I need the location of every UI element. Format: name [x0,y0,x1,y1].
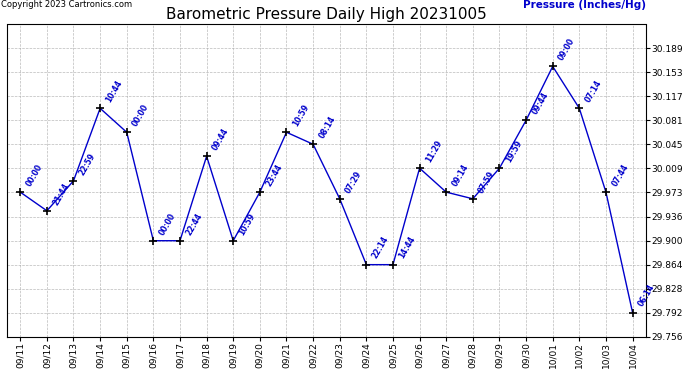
Text: 09:44: 09:44 [530,91,550,116]
Text: 21:44: 21:44 [51,181,71,207]
Text: 07:29: 07:29 [344,169,364,195]
Text: 11:29: 11:29 [424,139,444,164]
Text: 07:14: 07:14 [584,79,604,104]
Text: 09:14: 09:14 [451,163,470,188]
Text: 10:44: 10:44 [104,79,124,104]
Text: 07:44: 07:44 [610,162,630,188]
Text: 22:14: 22:14 [371,235,391,261]
Text: 06:14: 06:14 [637,283,657,308]
Text: 14:44: 14:44 [397,235,417,261]
Text: 22:44: 22:44 [184,211,204,237]
Text: 23:44: 23:44 [264,163,284,188]
Text: 00:00: 00:00 [157,211,177,237]
Text: 09:44: 09:44 [210,127,230,152]
Text: 08:14: 08:14 [317,115,337,140]
Text: 00:00: 00:00 [24,163,44,188]
Text: Copyright 2023 Cartronics.com: Copyright 2023 Cartronics.com [1,0,132,9]
Text: 07:59: 07:59 [477,169,497,195]
Text: 10:59: 10:59 [290,103,310,128]
Text: 19:59: 19:59 [504,139,524,164]
Text: Pressure (Inches/Hg): Pressure (Inches/Hg) [523,0,646,9]
Text: 09:00: 09:00 [557,37,577,62]
Text: 22:59: 22:59 [78,152,97,177]
Title: Barometric Pressure Daily High 20231005: Barometric Pressure Daily High 20231005 [166,7,486,22]
Text: 10:59: 10:59 [237,211,257,237]
Text: 00:00: 00:00 [131,103,151,128]
